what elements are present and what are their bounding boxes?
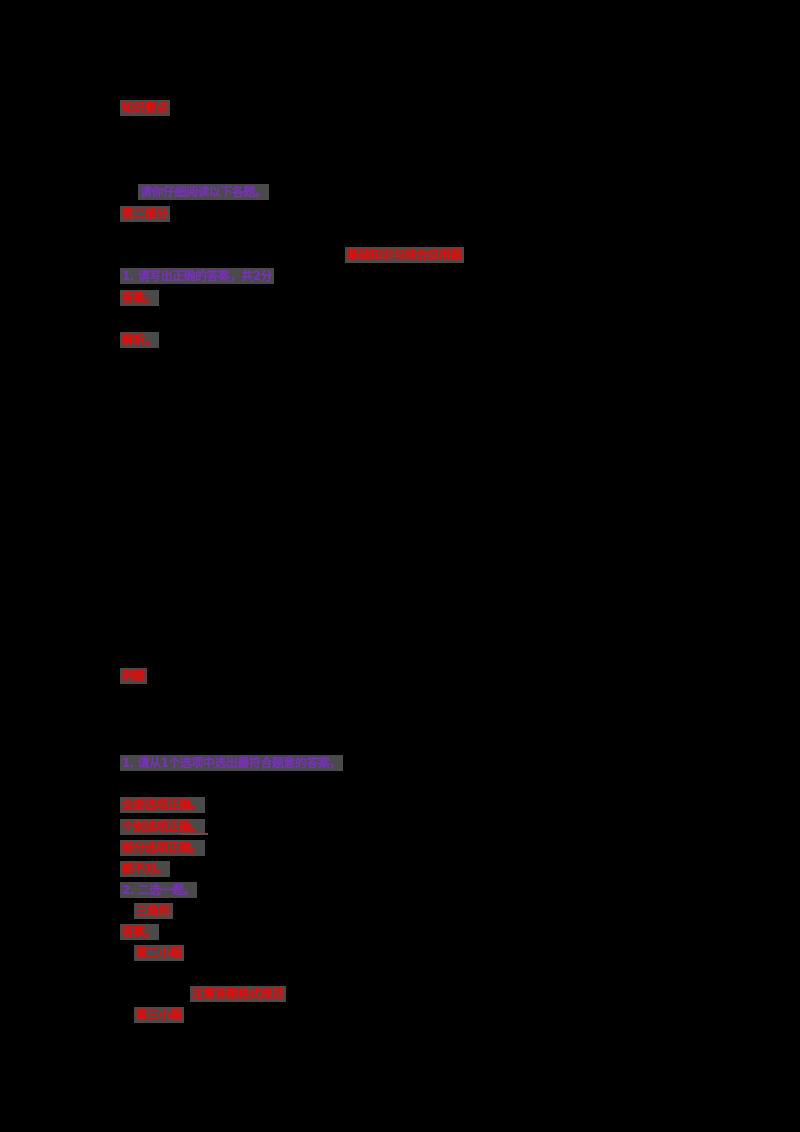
option-line: 全部选项正确。 [120, 797, 205, 813]
instruction-note: 请你仔细阅读以下各题。 [138, 184, 269, 200]
option-line: 部分选项正确。 [120, 840, 205, 856]
underline-divider [180, 833, 208, 835]
example-label: 例题 [120, 668, 148, 684]
sub-item: 第三小题 [134, 1007, 185, 1023]
question-item: 1. 请写出正确的答案，共2分 [120, 268, 274, 284]
sub-item: 第二小题 [134, 945, 185, 961]
option-line: 个别选项正确。 [120, 819, 205, 835]
analysis-label: 解析。 [120, 332, 159, 348]
answer-label: 答案。 [120, 924, 159, 940]
sub-item: 三角形 [134, 903, 173, 919]
format-note: 注意答题格式规范 [190, 986, 287, 1002]
answer-label: 答案。 [120, 290, 159, 306]
option-line: 都不对。 [120, 861, 171, 877]
question-item: 2. 二选一题。 [120, 882, 198, 898]
subheading-note: 基础知识与综合应用题 [345, 247, 465, 263]
section-heading: 知识要点 [120, 100, 171, 116]
question-item: 1. 请从1个选项中选出最符合题意的答案， [120, 755, 343, 771]
part-heading: 第二部分 [120, 206, 171, 222]
